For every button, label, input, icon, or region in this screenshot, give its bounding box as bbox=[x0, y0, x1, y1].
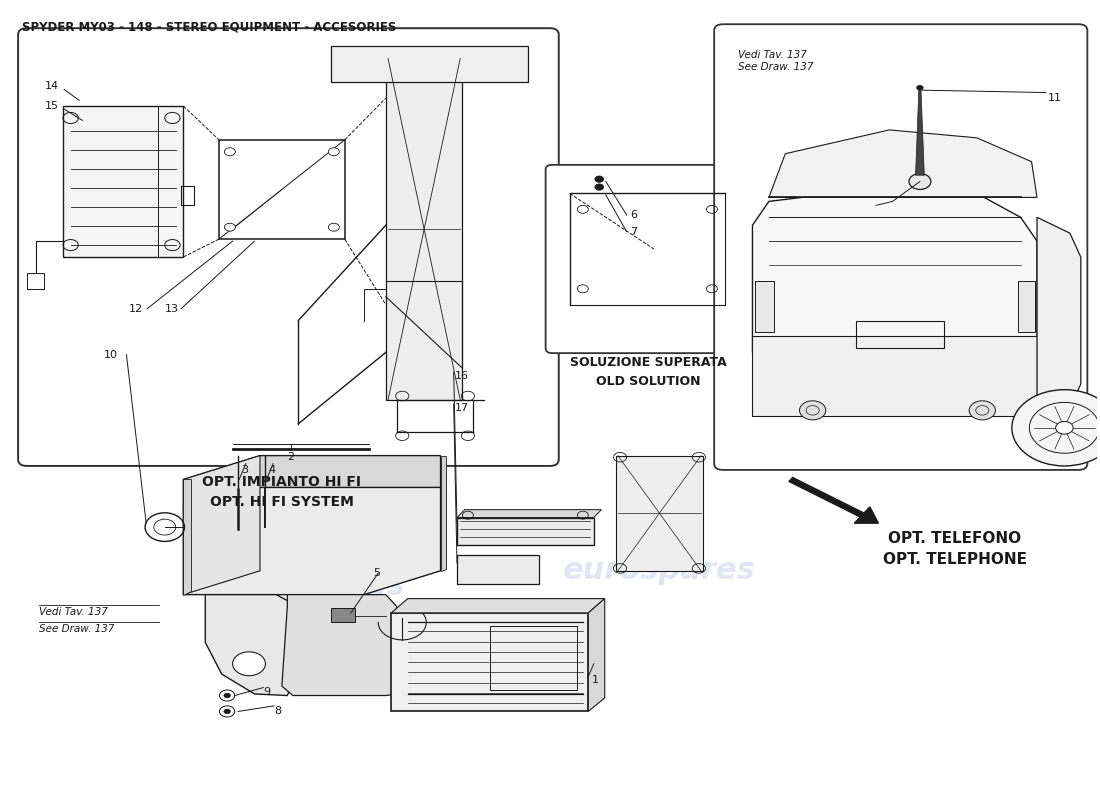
Text: SPYDER MY03 - 148 - STEREO EQUIPMENT - ACCESORIES: SPYDER MY03 - 148 - STEREO EQUIPMENT - A… bbox=[22, 20, 397, 34]
Text: 2: 2 bbox=[287, 452, 294, 462]
Polygon shape bbox=[282, 594, 397, 695]
Text: OLD SOLUTION: OLD SOLUTION bbox=[596, 374, 701, 387]
Polygon shape bbox=[456, 518, 594, 545]
Circle shape bbox=[800, 401, 826, 420]
Polygon shape bbox=[184, 487, 441, 594]
Circle shape bbox=[220, 690, 234, 701]
Polygon shape bbox=[386, 58, 462, 400]
Polygon shape bbox=[206, 594, 298, 695]
Text: eurospares: eurospares bbox=[804, 242, 997, 271]
Polygon shape bbox=[392, 613, 588, 711]
Polygon shape bbox=[331, 46, 528, 82]
Text: eurospares: eurospares bbox=[191, 250, 384, 279]
Text: 11: 11 bbox=[1048, 93, 1062, 103]
Circle shape bbox=[220, 706, 234, 717]
Text: 17: 17 bbox=[454, 403, 469, 413]
FancyBboxPatch shape bbox=[18, 28, 559, 466]
Circle shape bbox=[224, 693, 230, 698]
Polygon shape bbox=[588, 598, 605, 711]
Text: 7: 7 bbox=[630, 226, 637, 237]
Text: 3: 3 bbox=[241, 465, 249, 475]
FancyBboxPatch shape bbox=[714, 24, 1088, 470]
Circle shape bbox=[232, 652, 265, 676]
Polygon shape bbox=[441, 456, 446, 571]
Circle shape bbox=[224, 223, 235, 231]
FancyBboxPatch shape bbox=[546, 165, 750, 353]
Circle shape bbox=[329, 223, 339, 231]
Text: OPT. TELEPHONE: OPT. TELEPHONE bbox=[883, 552, 1027, 566]
Polygon shape bbox=[616, 456, 703, 571]
Polygon shape bbox=[755, 281, 774, 333]
Polygon shape bbox=[184, 479, 191, 594]
Circle shape bbox=[1056, 422, 1074, 434]
Circle shape bbox=[1012, 390, 1100, 466]
Polygon shape bbox=[769, 130, 1037, 198]
Text: eurospares: eurospares bbox=[212, 572, 406, 601]
Circle shape bbox=[595, 176, 604, 182]
Circle shape bbox=[909, 174, 931, 190]
Text: 8: 8 bbox=[274, 706, 282, 717]
Polygon shape bbox=[456, 510, 602, 518]
Text: 9: 9 bbox=[263, 687, 271, 698]
Text: 4: 4 bbox=[268, 465, 276, 475]
Text: Vedi Tav. 137: Vedi Tav. 137 bbox=[39, 606, 108, 617]
Text: OPT. HI FI SYSTEM: OPT. HI FI SYSTEM bbox=[210, 495, 354, 510]
Polygon shape bbox=[331, 608, 355, 622]
Text: See Draw. 137: See Draw. 137 bbox=[39, 624, 114, 634]
Text: 15: 15 bbox=[44, 101, 58, 111]
FancyArrow shape bbox=[789, 478, 878, 523]
Polygon shape bbox=[392, 598, 605, 613]
Text: eurospares: eurospares bbox=[563, 556, 756, 586]
Polygon shape bbox=[63, 106, 184, 257]
Text: 16: 16 bbox=[454, 371, 469, 381]
Circle shape bbox=[969, 401, 996, 420]
Text: 6: 6 bbox=[630, 210, 637, 220]
Polygon shape bbox=[752, 186, 1037, 352]
Circle shape bbox=[595, 184, 604, 190]
Text: OPT. TELEFONO: OPT. TELEFONO bbox=[889, 531, 1022, 546]
Text: 13: 13 bbox=[165, 304, 179, 314]
Text: 10: 10 bbox=[103, 350, 118, 360]
Polygon shape bbox=[915, 90, 924, 175]
Polygon shape bbox=[1037, 218, 1081, 416]
Polygon shape bbox=[1019, 281, 1035, 333]
Polygon shape bbox=[184, 456, 260, 594]
Text: eurospares: eurospares bbox=[601, 256, 696, 271]
Text: 1: 1 bbox=[592, 674, 598, 685]
Circle shape bbox=[224, 148, 235, 156]
Text: 5: 5 bbox=[373, 568, 380, 578]
Circle shape bbox=[224, 709, 230, 714]
Circle shape bbox=[329, 148, 339, 156]
Polygon shape bbox=[456, 555, 539, 584]
Polygon shape bbox=[752, 337, 1037, 416]
Text: OPT. IMPIANTO HI FI: OPT. IMPIANTO HI FI bbox=[202, 475, 362, 490]
Circle shape bbox=[916, 86, 923, 90]
Text: 14: 14 bbox=[44, 81, 58, 91]
Polygon shape bbox=[184, 456, 441, 511]
Text: SOLUZIONE SUPERATA: SOLUZIONE SUPERATA bbox=[570, 356, 727, 370]
Text: 12: 12 bbox=[129, 304, 143, 314]
Text: Vedi Tav. 137
See Draw. 137: Vedi Tav. 137 See Draw. 137 bbox=[738, 50, 814, 72]
